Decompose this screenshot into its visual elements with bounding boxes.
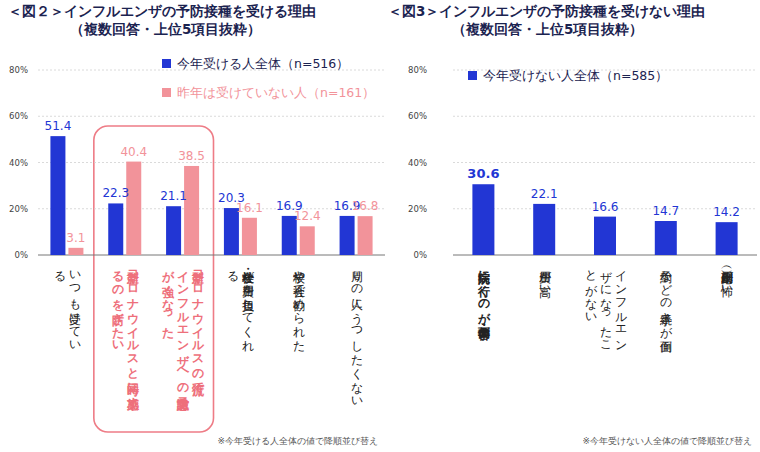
chart-subtitle: （複数回答・上位5項目抜粋） [70, 21, 261, 37]
data-label: 16.6 [592, 200, 619, 214]
legend-label: 今年受ける人全体（n=516） [177, 56, 349, 71]
x-tick-label: 周りの人にうつしたくない [349, 262, 364, 407]
data-label: 16.1 [236, 201, 263, 215]
bars [472, 184, 737, 255]
footnote: ※今年受けない人全体の値で降順並び替え [582, 436, 752, 446]
bar [655, 221, 677, 255]
y-tick-label: 40% [9, 158, 28, 168]
bar [184, 166, 199, 255]
grid-line [453, 162, 757, 163]
data-label: 14.2 [713, 205, 740, 219]
chart-title: ＜図3＞インフルエンザの予防接種を受けない理由 [388, 3, 705, 19]
y-tick-label: 20% [408, 204, 427, 214]
bar [300, 226, 315, 255]
chart-canvas: ＜図２＞インフルエンザの予防接種を受ける理由 （複数回答・上位5項目抜粋） 0% 20… [0, 0, 760, 452]
legend-swatch [162, 59, 171, 68]
y-tick-label: 0% [414, 250, 428, 260]
y-tick-label: 40% [408, 158, 427, 168]
y-tick-label: 60% [408, 111, 427, 121]
x-tick-label: 学校や会社で勧められた [291, 262, 306, 395]
data-label: 22.3 [102, 186, 129, 200]
x-tick-label: 予約などの手続きが面倒 [658, 262, 673, 395]
bar [224, 208, 239, 255]
legend-label: 昨年は受けていない人（n=161） [177, 85, 375, 100]
bar [472, 184, 494, 255]
data-label: 3.1 [66, 231, 85, 245]
x-axis-line [38, 255, 385, 256]
data-label: 38.5 [178, 149, 205, 163]
bar [533, 204, 555, 255]
chart: ＜図２＞インフルエンザの予防接種を受ける理由 （複数回答・上位5項目抜粋） 0% 20… [8, 3, 385, 446]
x-tick-label: いつも受けている [52, 262, 82, 359]
bar [108, 203, 123, 255]
chart-title: ＜図２＞インフルエンザの予防接種を受ける理由 [8, 3, 316, 19]
highlight-box [94, 126, 214, 432]
data-label: 14.7 [652, 204, 679, 218]
legend-label: 今年受けない人全体（n=585） [483, 68, 668, 83]
footnote: ※今年受ける人全体の値で降順並び替え [217, 436, 378, 446]
y-tick-label: 80% [9, 65, 28, 75]
data-label: 21.1 [160, 189, 187, 203]
y-tick-label: 0% [15, 250, 29, 260]
y-tick-label: 60% [9, 111, 28, 121]
bars [50, 136, 372, 255]
page: ＜図２＞インフルエンザの予防接種を受ける理由 （複数回答・上位5項目抜粋） 0% 20… [0, 0, 760, 452]
bar [242, 218, 257, 255]
bar [358, 216, 373, 255]
bar [716, 222, 738, 255]
grid-line [38, 162, 385, 163]
grid-line [453, 116, 757, 117]
y-tick-label: 80% [408, 65, 427, 75]
x-tick-label: 病院に行くのが面倒・苦手 [476, 262, 491, 407]
data-label: 12.4 [294, 209, 321, 223]
bar [126, 162, 141, 255]
bar [340, 216, 355, 255]
x-tick-label: 新型コロナウイルスと同時に感染するのを防ぎたい [110, 262, 140, 407]
data-label: 22.1 [531, 187, 558, 201]
grid-line [38, 116, 385, 117]
x-tick-label: 費用が高い [537, 262, 552, 323]
bar [166, 206, 181, 255]
bar [594, 217, 616, 255]
data-label: 16.8 [352, 199, 379, 213]
x-tick-label: 副作用（副反応）が怖い [719, 262, 734, 395]
data-label: 51.4 [45, 119, 72, 133]
data-label: 40.4 [120, 145, 147, 159]
x-tick-label: 学校・会社が費用を負担してくれる [225, 262, 255, 359]
chart-subtitle: （複数回答・上位5項目抜粋） [452, 21, 643, 37]
y-tick-label: 20% [9, 204, 28, 214]
bar [50, 136, 65, 255]
chart: ＜図3＞インフルエンザの予防接種を受けない理由 （複数回答・上位5項目抜粋） 0% 2… [388, 3, 757, 446]
bar [68, 248, 83, 255]
x-tick-label: 新型コロナウイルスの流行でインフルエンザへの予防意識が強くなった [160, 262, 205, 395]
x-tick-label: インフルエンザになったことがない [583, 262, 628, 359]
data-label: 30.6 [467, 166, 499, 181]
legend-swatch [468, 71, 477, 80]
legend-swatch [162, 88, 171, 97]
